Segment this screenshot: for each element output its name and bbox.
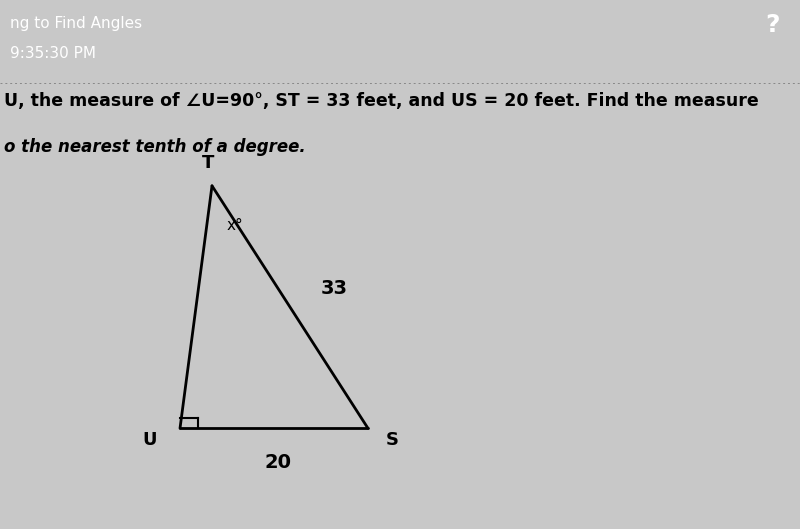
Text: x°: x° bbox=[226, 218, 243, 233]
Text: o the nearest tenth of a degree.: o the nearest tenth of a degree. bbox=[4, 138, 306, 156]
Text: ng to Find Angles: ng to Find Angles bbox=[10, 16, 142, 31]
Text: U, the measure of ∠U=90°, ST = 33 feet, and US = 20 feet. Find the measure: U, the measure of ∠U=90°, ST = 33 feet, … bbox=[4, 92, 758, 110]
Text: 33: 33 bbox=[321, 279, 347, 298]
Text: U: U bbox=[142, 431, 157, 449]
Text: 9:35:30 PM: 9:35:30 PM bbox=[10, 47, 96, 61]
Text: S: S bbox=[386, 431, 398, 449]
Text: ?: ? bbox=[766, 13, 780, 37]
Text: T: T bbox=[202, 154, 214, 172]
Text: 20: 20 bbox=[265, 453, 291, 472]
